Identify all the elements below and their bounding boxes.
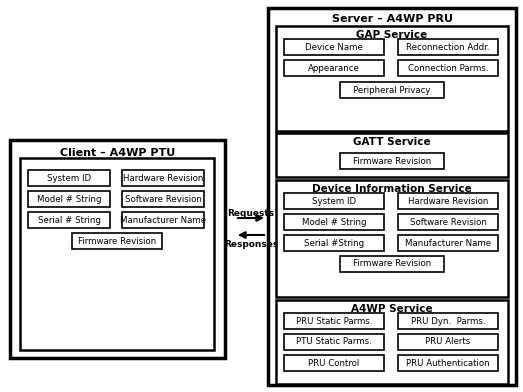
Text: Software Revision: Software Revision bbox=[410, 218, 486, 227]
Text: Firmware Revision: Firmware Revision bbox=[78, 236, 156, 245]
Text: Peripheral Privacy: Peripheral Privacy bbox=[353, 85, 431, 94]
Text: Responses: Responses bbox=[224, 240, 278, 249]
Text: Device Name: Device Name bbox=[305, 42, 363, 51]
Text: Requests: Requests bbox=[228, 209, 275, 218]
Text: Reconnection Addr.: Reconnection Addr. bbox=[406, 42, 490, 51]
Bar bbox=[276, 133, 508, 177]
Bar bbox=[28, 191, 110, 207]
Bar bbox=[398, 193, 498, 209]
Text: Manufacturer Name: Manufacturer Name bbox=[120, 216, 206, 225]
Bar bbox=[284, 355, 384, 371]
Bar bbox=[398, 355, 498, 371]
Bar bbox=[284, 60, 384, 76]
Bar bbox=[284, 39, 384, 55]
Text: Software Revision: Software Revision bbox=[124, 194, 201, 203]
Bar bbox=[340, 153, 444, 169]
Text: PRU Alerts: PRU Alerts bbox=[425, 338, 471, 347]
Bar bbox=[122, 170, 204, 186]
Text: Client – A4WP PTU: Client – A4WP PTU bbox=[60, 148, 175, 158]
Bar bbox=[28, 170, 110, 186]
Bar bbox=[398, 235, 498, 251]
Bar bbox=[20, 158, 214, 350]
Bar bbox=[276, 300, 508, 384]
Text: Hardware Revision: Hardware Revision bbox=[123, 174, 203, 183]
Text: Server – A4WP PRU: Server – A4WP PRU bbox=[332, 14, 452, 24]
Bar bbox=[276, 180, 508, 297]
Text: System ID: System ID bbox=[312, 196, 356, 205]
Text: Serial #String: Serial #String bbox=[304, 238, 364, 247]
Bar bbox=[398, 214, 498, 230]
Bar bbox=[284, 235, 384, 251]
Bar bbox=[122, 191, 204, 207]
Text: PTU Static Parms.: PTU Static Parms. bbox=[296, 338, 372, 347]
Text: Manufacturer Name: Manufacturer Name bbox=[405, 238, 491, 247]
Text: GAP Service: GAP Service bbox=[356, 30, 428, 40]
Text: Connection Parms.: Connection Parms. bbox=[408, 64, 488, 73]
Bar bbox=[72, 233, 162, 249]
Bar bbox=[10, 140, 225, 358]
Bar bbox=[284, 313, 384, 329]
Bar bbox=[398, 334, 498, 350]
Text: PRU Control: PRU Control bbox=[309, 359, 360, 368]
Text: PRU Authentication: PRU Authentication bbox=[406, 359, 490, 368]
Bar bbox=[122, 212, 204, 228]
Bar bbox=[340, 82, 444, 98]
Bar bbox=[398, 39, 498, 55]
Text: Appearance: Appearance bbox=[308, 64, 360, 73]
Bar bbox=[340, 256, 444, 272]
Bar bbox=[284, 334, 384, 350]
Text: System ID: System ID bbox=[47, 174, 91, 183]
Text: Serial # String: Serial # String bbox=[38, 216, 100, 225]
Text: Model # String: Model # String bbox=[302, 218, 366, 227]
Bar bbox=[284, 214, 384, 230]
Text: PRU Static Parms.: PRU Static Parms. bbox=[295, 316, 372, 325]
Text: Device Information Service: Device Information Service bbox=[312, 184, 472, 194]
Bar bbox=[276, 26, 508, 131]
Text: PRU Dyn.  Parms.: PRU Dyn. Parms. bbox=[411, 316, 485, 325]
Text: Firmware Revision: Firmware Revision bbox=[353, 156, 431, 165]
Text: Hardware Revision: Hardware Revision bbox=[408, 196, 488, 205]
Bar bbox=[398, 60, 498, 76]
Bar bbox=[28, 212, 110, 228]
Text: Firmware Revision: Firmware Revision bbox=[353, 260, 431, 269]
Text: A4WP Service: A4WP Service bbox=[351, 304, 433, 314]
Bar bbox=[398, 313, 498, 329]
Bar bbox=[284, 193, 384, 209]
Text: Model # String: Model # String bbox=[37, 194, 101, 203]
Text: GATT Service: GATT Service bbox=[353, 137, 431, 147]
Bar bbox=[268, 8, 516, 385]
